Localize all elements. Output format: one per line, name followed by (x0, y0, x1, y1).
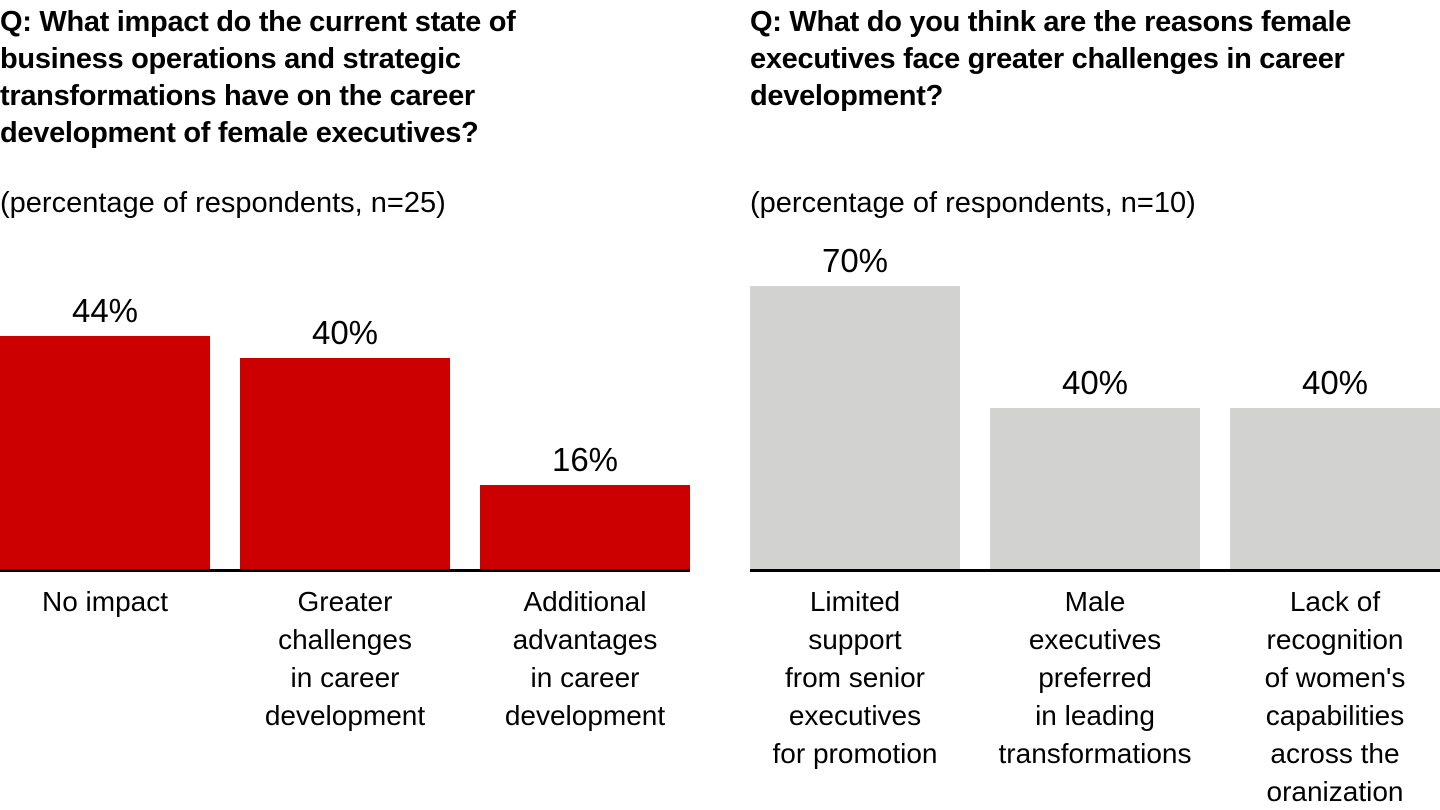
bar (240, 358, 450, 570)
category-labels-row: No impact Greater challenges in career de… (0, 583, 690, 735)
category-label: Limited support from senior executives f… (772, 586, 938, 769)
bar-value-label: 40% (1301, 364, 1369, 401)
bar-value-label: 40% (1061, 364, 1129, 401)
category-label: No impact (41, 586, 169, 617)
bar-value-label: 70% (821, 242, 889, 279)
bar (0, 336, 210, 570)
chart-subtitle: (percentage of respondents, n=10) (750, 187, 1196, 219)
category-label: Lack of recognition of women's capabilit… (1264, 586, 1406, 807)
bar (750, 286, 960, 570)
bar-column: 70% (750, 243, 960, 570)
category-label: Male executives preferred in leading tra… (998, 586, 1192, 769)
category-label: Additional advantages in career developm… (504, 586, 666, 731)
x-axis-line (0, 569, 690, 572)
chart-subtitle: (percentage of respondents, n=25) (0, 187, 446, 219)
chart-impact-career-development: Q: What impact do the current state of b… (0, 0, 690, 810)
plot-area: 44% 40% 16% (0, 0, 690, 570)
chart-title: Q: What impact do the current state of b… (0, 6, 516, 149)
chart-reasons-greater-challenges: Q: What do you think are the reasons fem… (750, 0, 1440, 810)
bar-column: 40% (240, 315, 450, 570)
category-labels-row: Limited support from senior executives f… (750, 583, 1440, 810)
bar-value-label: 44% (71, 292, 139, 329)
bar (1230, 408, 1440, 570)
bar (480, 485, 690, 570)
bar-column: 40% (990, 365, 1200, 570)
plot-area: 70% 40% 40% (750, 0, 1440, 570)
bar-column: 40% (1230, 365, 1440, 570)
bar-column: 44% (0, 293, 210, 570)
bar-column: 16% (480, 442, 690, 570)
category-label: Greater challenges in career development (264, 586, 426, 731)
chart-title: Q: What do you think are the reasons fem… (750, 6, 1352, 112)
bar (990, 408, 1200, 570)
bar-value-label: 16% (551, 441, 619, 478)
bar-value-label: 40% (311, 314, 379, 351)
x-axis-line (750, 569, 1440, 572)
